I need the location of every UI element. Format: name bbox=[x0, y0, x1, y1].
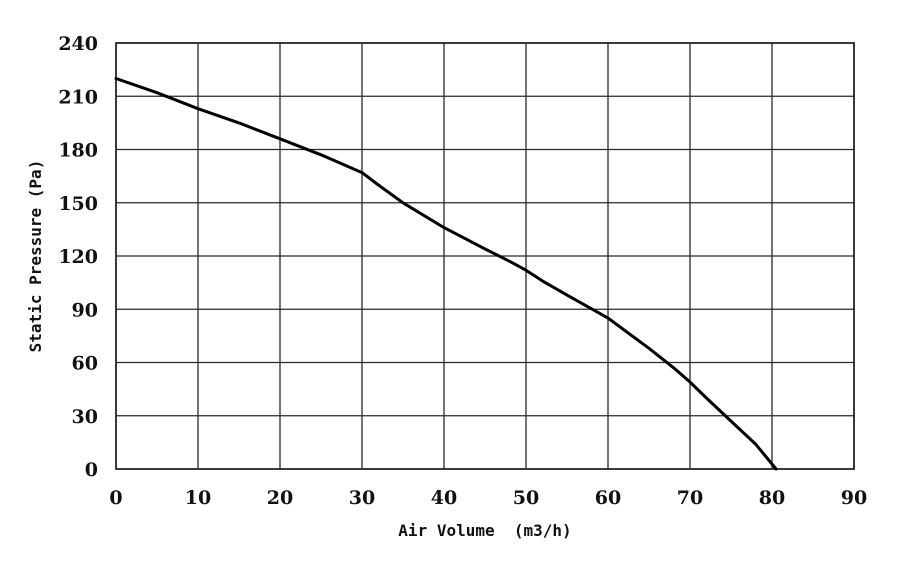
y-tick-label: 60 bbox=[72, 353, 98, 375]
x-tick-label: 0 bbox=[109, 487, 122, 509]
y-tick-label: 90 bbox=[72, 299, 98, 321]
x-tick-label: 80 bbox=[759, 487, 785, 509]
y-tick-label: 180 bbox=[58, 140, 98, 162]
y-tick-label: 150 bbox=[58, 193, 98, 215]
x-tick-label: 40 bbox=[431, 487, 457, 509]
y-tick-label: 30 bbox=[72, 406, 98, 428]
y-tick-labels: 0 30 60 90 120 150 180 210 240 bbox=[58, 33, 98, 481]
x-tick-label: 70 bbox=[677, 487, 703, 509]
pressure-curve bbox=[114, 77, 778, 471]
x-tick-label: 60 bbox=[595, 487, 621, 509]
x-tick-label: 10 bbox=[185, 487, 211, 509]
x-axis-title: Air Volume (m3/h) bbox=[398, 521, 571, 540]
y-tick-label: 210 bbox=[58, 86, 98, 108]
x-tick-labels: 0 10 20 30 40 50 60 70 80 90 bbox=[109, 487, 867, 509]
grid bbox=[115, 42, 855, 470]
y-axis-title: Static Pressure (Pa) bbox=[26, 160, 45, 353]
x-tick-label: 20 bbox=[267, 487, 293, 509]
x-tick-label: 90 bbox=[841, 487, 867, 509]
y-tick-label: 0 bbox=[85, 459, 98, 481]
y-tick-label: 120 bbox=[58, 246, 98, 268]
plot-frame bbox=[115, 42, 855, 470]
x-tick-label: 30 bbox=[349, 487, 375, 509]
x-tick-label: 50 bbox=[513, 487, 539, 509]
y-tick-label: 240 bbox=[58, 33, 98, 55]
